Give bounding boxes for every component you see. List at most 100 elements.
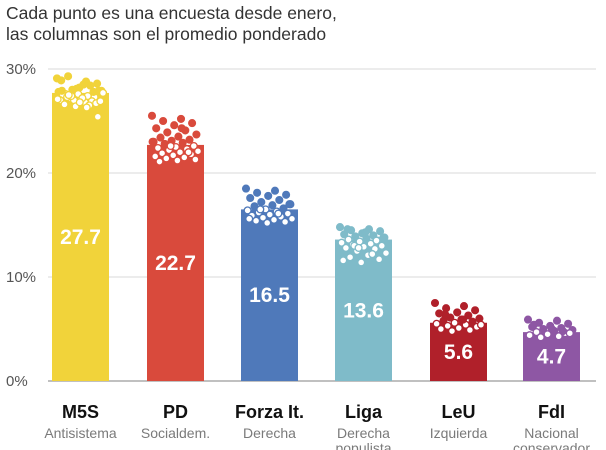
poll-point-pd — [162, 154, 171, 163]
chart-subtitle: Cada punto es una encuesta desde enero, … — [6, 3, 596, 45]
bar-value-leu: 5.6 — [444, 341, 473, 364]
category-desc-fdi: Nacional — [524, 425, 578, 441]
poll-point-liga — [377, 241, 386, 250]
poll-point-leu — [459, 302, 469, 311]
category-desc-forza-it: Derecha — [243, 425, 296, 441]
poll-point-forza-it — [274, 209, 283, 218]
poll-point-pd — [152, 124, 161, 133]
poll-point-pd — [178, 138, 187, 147]
poll-point-fdi — [529, 320, 538, 329]
poll-point-pd — [189, 141, 198, 151]
poll-point-fdi — [536, 333, 545, 342]
poll-point-liga — [339, 256, 348, 265]
poll-point-forza-it — [281, 217, 290, 226]
poll-point-m5s — [64, 72, 73, 81]
bar-forza-it — [241, 209, 298, 381]
poll-point-pd — [170, 121, 179, 130]
poll-point-forza-it — [283, 209, 292, 218]
poll-point-forza-it — [243, 206, 252, 215]
poll-point-leu — [443, 321, 452, 330]
bar-value-liga: 13.6 — [343, 299, 384, 322]
category-label-m5s: M5S — [62, 402, 99, 422]
poll-point-pd — [166, 141, 175, 151]
subtitle-line-2: las columnas son el promedio ponderado — [6, 24, 327, 44]
poll-point-pd — [193, 147, 203, 156]
poll-point-forza-it — [275, 195, 284, 205]
gridlines — [48, 68, 596, 382]
poll-point-fdi — [532, 328, 541, 337]
bar-m5s — [52, 92, 109, 382]
poll-point-pd — [153, 143, 162, 153]
poll-point-pd — [176, 114, 186, 123]
poll-point-m5s — [82, 103, 91, 112]
poll-point-forza-it — [287, 214, 297, 223]
poll-point-forza-it — [263, 218, 272, 227]
bars — [52, 92, 580, 382]
category-desc-pd: Socialdem. — [141, 425, 210, 441]
poll-point-forza-it — [279, 204, 288, 213]
poll-point-m5s — [57, 76, 66, 85]
poll-point-leu — [468, 317, 477, 326]
poll-point-leu — [471, 306, 480, 315]
poll-point-pd — [169, 151, 178, 160]
poll-point-pd — [188, 119, 197, 128]
poll-point-forza-it — [257, 198, 266, 207]
bar-value-fdi: 4.7 — [537, 346, 566, 369]
poll-point-liga — [376, 227, 385, 236]
category-desc-m5s: Antisistema — [44, 425, 117, 441]
poll-point-forza-it — [246, 193, 255, 203]
y-tick-label: 10% — [6, 269, 36, 286]
poll-point-leu — [441, 310, 450, 319]
poll-point-leu — [464, 311, 473, 320]
poll-point-m5s — [89, 87, 98, 96]
category-desc-leu: Izquierda — [430, 425, 488, 441]
subtitle-line-1: Cada punto es una encuesta desde enero, — [6, 3, 337, 23]
poll-point-m5s — [60, 100, 69, 109]
poll-point-forza-it — [265, 210, 274, 219]
poll-point-forza-it — [252, 216, 261, 225]
poll-point-m5s — [75, 98, 84, 107]
poll-point-leu — [453, 308, 462, 317]
category-label-liga: Liga — [345, 402, 383, 422]
category-desc-fdi: conservador — [513, 440, 590, 450]
poll-point-liga — [372, 236, 381, 245]
poll-point-pd — [159, 116, 168, 126]
poll-point-liga — [341, 243, 350, 252]
poll-point-pd — [151, 152, 160, 161]
poll-point-fdi — [523, 315, 533, 324]
poll-point-leu — [465, 325, 474, 335]
poll-point-m5s — [64, 90, 73, 100]
y-tick-label: 20% — [6, 165, 36, 182]
category-label-leu: LeU — [441, 402, 475, 422]
category-label-fdi: FdI — [538, 402, 565, 422]
poll-point-fdi — [543, 330, 552, 339]
poll-point-pd — [191, 155, 200, 164]
poll-point-forza-it — [268, 201, 277, 210]
bar-value-pd: 22.7 — [155, 252, 196, 275]
poll-point-liga — [361, 228, 370, 237]
poll-point-liga — [368, 250, 377, 259]
poll-point-pd — [158, 149, 167, 158]
poll-point-forza-it — [264, 191, 273, 200]
y-tick-label: 0% — [6, 373, 28, 390]
poll-point-fdi — [552, 316, 562, 325]
poll-point-leu — [430, 298, 440, 308]
poll-points — [52, 72, 577, 342]
poll-point-fdi — [547, 324, 556, 334]
poll-point-fdi — [539, 324, 548, 334]
category-label-pd: PD — [163, 402, 188, 422]
poll-point-forza-it — [256, 205, 265, 214]
poll-point-m5s — [96, 97, 105, 106]
poll-point-m5s — [57, 86, 66, 95]
poll-point-pd — [174, 132, 183, 141]
poll-point-liga — [346, 253, 355, 262]
poll-point-m5s — [79, 80, 88, 89]
poll-point-fdi — [565, 329, 574, 338]
poll-point-liga — [343, 225, 352, 234]
poll-point-m5s — [98, 88, 108, 97]
poll-point-forza-it — [269, 215, 279, 224]
poll-point-forza-it — [245, 214, 254, 223]
poll-point-liga — [381, 249, 391, 258]
poll-point-liga — [337, 238, 346, 247]
